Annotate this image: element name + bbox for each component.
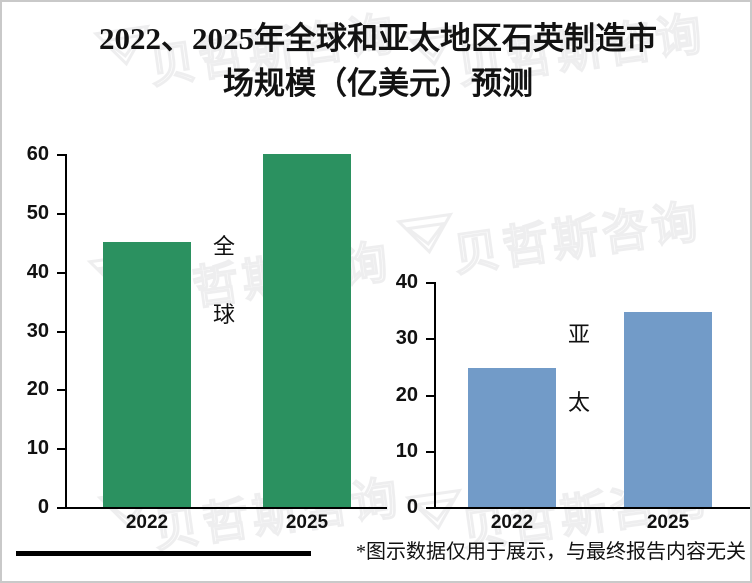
series-label-right: 太 [567,390,590,415]
x-axis-category-label: 2022 [125,512,169,533]
y-axis-line [434,282,436,509]
y-axis-tick-label: 0 [37,496,49,518]
y-axis-tick [57,330,65,333]
bar-2025 [624,311,712,507]
y-axis-tick-label: 30 [395,327,418,350]
y-axis-tick-label: 30 [26,319,49,342]
y-axis-tick [426,450,434,453]
y-axis-tick [57,154,65,156]
page-title: 2022、2025年全球和亚太地区石英制造市 场规模（亿美元）预测 [2,16,750,106]
y-axis-tick-label: 50 [26,201,49,224]
y-axis-tick [426,282,434,284]
footer: *图示数据仅用于展示，与最终报告内容无关 [2,535,750,575]
y-axis-tick [426,507,434,509]
y-axis-tick [57,448,65,451]
title-line-2: 场规模（亿美元）预测 [223,66,533,101]
y-axis-tick [57,507,65,509]
x-axis-line [65,507,387,509]
y-axis-tick-label: 60 [26,143,49,165]
x-axis-line [434,507,750,509]
x-axis-category-label: 2022 [490,512,534,533]
x-axis-category-label: 2025 [646,512,690,533]
bar-2025 [263,154,351,507]
y-axis-tick [57,271,65,274]
y-axis-tick-label: 40 [395,271,418,293]
y-axis-tick-label: 20 [26,378,49,401]
series-label-left: 全 [212,234,235,259]
y-axis-tick-label: 0 [406,496,418,518]
bar-2022 [468,367,556,507]
footer-note: *图示数据仅用于展示，与最终报告内容无关 [356,541,746,563]
y-axis-tick-label: 10 [26,437,49,460]
y-axis-tick [57,389,65,392]
series-label-right: 亚 [567,322,590,347]
y-axis-tick [57,212,65,215]
series-label-left: 球 [212,302,235,327]
y-axis-line [65,154,67,509]
bar-2022 [103,242,191,507]
y-axis-tick-label: 10 [395,439,418,462]
y-axis-tick [426,394,434,397]
title-line-1: 2022、2025年全球和亚太地区石英制造市 [99,21,657,56]
y-axis-tick-label: 20 [395,383,418,406]
y-axis-tick-label: 40 [26,260,49,283]
x-axis-category-label: 2025 [285,512,329,533]
y-axis-tick [426,338,434,341]
footer-divider [16,551,311,556]
